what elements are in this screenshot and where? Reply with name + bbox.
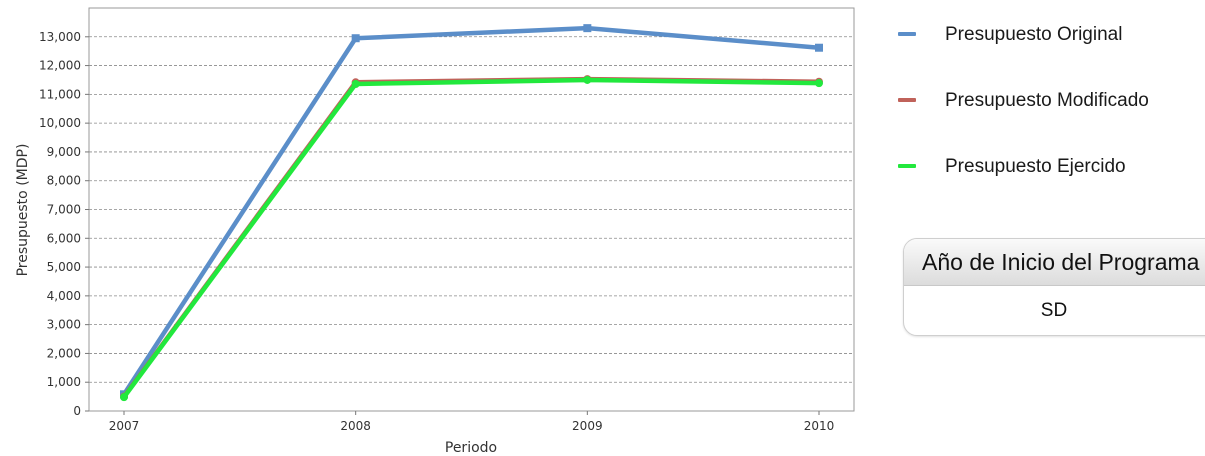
y-tick-label: 7,000 xyxy=(47,203,81,217)
program-start-year-title: Año de Inicio del Programa xyxy=(904,239,1205,286)
series-line-original xyxy=(121,25,822,397)
legend-item-ejercido: Presupuesto Ejercido xyxy=(898,154,1198,220)
series-line-ejercido xyxy=(121,77,822,400)
x-tick-label: 2009 xyxy=(572,419,603,433)
legend-label-ejercido: Presupuesto Ejercido xyxy=(945,156,1126,177)
y-tick-label: 5,000 xyxy=(47,260,81,274)
y-tick-label: 3,000 xyxy=(47,318,81,332)
data-point-original[interactable] xyxy=(815,43,823,52)
legend-label-original: Presupuesto Original xyxy=(945,24,1123,45)
x-tick-label: 2007 xyxy=(109,419,140,433)
y-tick-label: 0 xyxy=(73,404,81,418)
chart-legend: Presupuesto Original Presupuesto Modific… xyxy=(898,22,1198,220)
y-tick-label: 4,000 xyxy=(47,289,81,303)
line-chart: 0 1,000 2,000 3,000 4,000 5,000 6,000 7,000 8,00… xyxy=(15,7,855,456)
data-point-ejercido[interactable] xyxy=(351,79,360,88)
legend-swatch-original xyxy=(898,32,916,36)
y-tick-label: 6,000 xyxy=(47,231,81,245)
data-point-ejercido[interactable] xyxy=(120,393,128,402)
y-axis-label: Presupuesto (MDP) xyxy=(15,144,31,277)
y-tick-label: 13,000 xyxy=(39,30,81,44)
data-point-ejercido[interactable] xyxy=(583,75,592,84)
program-start-year-value: SD xyxy=(1040,300,1068,321)
legend-item-original: Presupuesto Original xyxy=(898,22,1198,88)
y-tick-label: 8,000 xyxy=(47,174,81,188)
y-tick-label: 12,000 xyxy=(39,59,81,73)
legend-swatch-modificado xyxy=(898,98,916,102)
legend-item-modificado: Presupuesto Modificado xyxy=(898,88,1198,154)
y-tick-label: 10,000 xyxy=(39,116,81,130)
y-tick-label: 2,000 xyxy=(47,346,81,360)
legend-label-modificado: Presupuesto Modificado xyxy=(945,90,1149,111)
y-tick-label: 9,000 xyxy=(47,145,81,159)
x-tick-label: 2008 xyxy=(340,419,371,433)
legend-swatch-ejercido xyxy=(898,164,916,168)
x-axis-label: Periodo xyxy=(445,440,497,456)
program-start-year-panel: Año de Inicio del Programa SD xyxy=(903,238,1205,336)
x-tick-label: 2010 xyxy=(804,419,835,433)
data-point-ejercido[interactable] xyxy=(815,79,823,88)
y-tick-label: 1,000 xyxy=(47,375,81,389)
data-point-original[interactable] xyxy=(583,24,592,33)
data-point-original[interactable] xyxy=(351,34,360,43)
y-tick-label: 11,000 xyxy=(39,87,81,101)
